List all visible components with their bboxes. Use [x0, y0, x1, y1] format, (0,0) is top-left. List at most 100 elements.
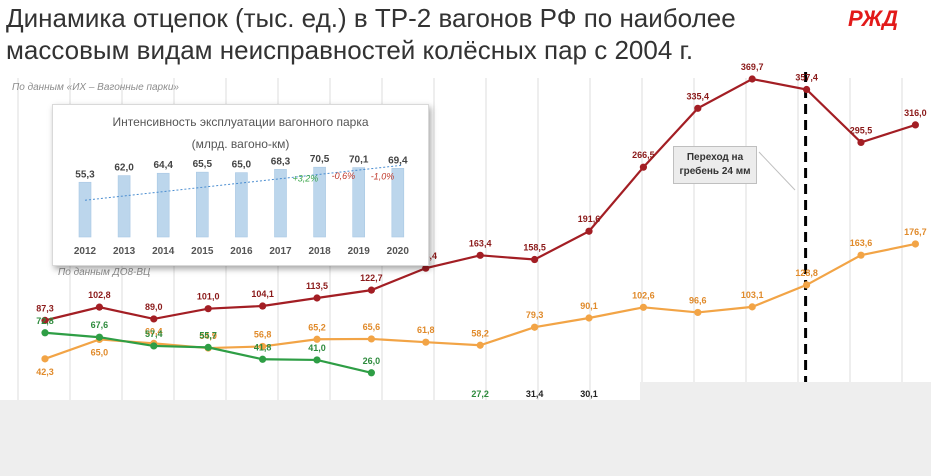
data-point — [748, 303, 756, 311]
inset-value-label: 62,0 — [114, 163, 134, 174]
data-point — [422, 264, 430, 272]
data-label: 104,1 — [251, 289, 274, 299]
inset-percent-annotation: -0,6% — [332, 171, 356, 181]
data-label: 266,5 — [632, 150, 655, 160]
chart-series — [41, 75, 920, 377]
data-point — [150, 315, 158, 323]
data-label: 191,6 — [578, 214, 601, 224]
source-note-mid: По данным ДО8-ВЦ — [58, 267, 151, 278]
data-label: 67,6 — [91, 320, 109, 330]
data-label: 90,1 — [580, 301, 598, 311]
inset-category-label: 2016 — [230, 246, 253, 257]
inset-chart-subtitle: (млрд. вагоно-км) — [191, 137, 290, 151]
inset-category-label: 2015 — [191, 246, 214, 257]
data-label: 96,6 — [689, 295, 707, 305]
data-point — [857, 251, 865, 259]
callout-line-1: Переход на — [686, 152, 744, 163]
inset-trendline — [84, 164, 402, 201]
inset-value-label: 68,3 — [271, 156, 291, 167]
inset-bar — [156, 172, 170, 238]
data-label: 56,8 — [254, 329, 272, 339]
data-label: 41,0 — [308, 343, 326, 353]
data-point — [803, 281, 811, 289]
data-label: 41,8 — [254, 342, 272, 352]
inset-bar — [78, 181, 92, 238]
data-point — [585, 314, 593, 322]
inset-value-label: 64,4 — [153, 160, 173, 171]
inset-value-label: 70,5 — [310, 154, 330, 165]
data-label: 357,4 — [795, 73, 818, 83]
data-label: 65,2 — [308, 322, 326, 332]
occluded-region-right — [640, 382, 931, 476]
callout-leader-line — [758, 151, 796, 191]
inset-value-label: 65,0 — [232, 160, 252, 171]
data-point — [531, 255, 539, 264]
inset-category-label: 2020 — [387, 246, 410, 257]
rzd-logo-icon: РЖД — [848, 6, 898, 30]
data-point — [204, 343, 212, 351]
data-point — [313, 356, 321, 364]
data-label: 65,6 — [363, 322, 381, 332]
inset-bar — [196, 171, 209, 238]
data-label: 79,3 — [526, 310, 544, 320]
data-point — [367, 335, 375, 343]
data-point — [803, 85, 811, 94]
inset-bar — [274, 169, 287, 238]
data-point — [476, 341, 484, 349]
data-point — [911, 240, 920, 248]
inset-value-label: 69,4 — [388, 155, 408, 166]
data-label: 55,7 — [199, 330, 217, 340]
data-label: 316,0 — [904, 108, 927, 118]
data-point — [367, 286, 375, 294]
inset-percent-annotation: +3,2% — [293, 173, 319, 183]
inset-chart-panel: Интенсивность эксплуатации вагонного пар… — [52, 104, 429, 266]
data-label: 54,9 — [199, 331, 217, 341]
data-label: 163,6 — [850, 238, 873, 248]
data-point — [259, 302, 267, 310]
data-point — [694, 308, 702, 317]
page-title: Динамика отцепок (тыс. ед.) в ТР-2 вагон… — [6, 3, 736, 65]
data-label: 30,1 — [580, 389, 598, 399]
inset-category-label: 2018 — [308, 246, 331, 257]
data-point — [694, 104, 702, 112]
data-label: 58,2 — [471, 328, 489, 338]
inset-value-label: 55,3 — [75, 169, 95, 180]
data-label: 87,3 — [36, 303, 54, 313]
data-label: 102,6 — [632, 290, 655, 300]
data-point — [476, 251, 484, 259]
data-point — [259, 342, 267, 351]
data-point — [204, 305, 212, 313]
data-point — [259, 355, 267, 363]
data-label: 369,7 — [741, 62, 764, 72]
data-point — [41, 329, 49, 337]
data-label: 26,0 — [363, 356, 381, 366]
data-label: 158,5 — [523, 243, 546, 253]
inset-bar — [313, 166, 326, 238]
data-point — [313, 294, 321, 302]
inset-bar — [235, 172, 248, 238]
inset-value-label: 65,5 — [193, 159, 213, 170]
data-point — [639, 303, 648, 311]
data-label: 101,0 — [197, 292, 220, 302]
inset-category-label: 2012 — [74, 246, 97, 257]
inset-bar-chart: 55,3 2012 62,0 2013 64,4 2014 65,5 2015 65,0 2016… — [74, 154, 410, 257]
data-label: 122,7 — [360, 273, 383, 283]
data-label: 335,4 — [687, 91, 710, 101]
data-label: 89,0 — [145, 302, 163, 312]
data-point — [95, 333, 103, 341]
data-label: 42,3 — [36, 367, 54, 377]
data-point — [367, 369, 375, 377]
callout-line-2: гребень 24 мм — [679, 166, 751, 177]
data-label: 102,8 — [88, 290, 111, 300]
data-label: 295,5 — [850, 125, 873, 135]
data-point — [313, 335, 321, 343]
data-point — [911, 121, 920, 129]
data-label: 72,8 — [36, 316, 54, 326]
logo-text: РЖД — [848, 6, 898, 30]
inset-bar — [391, 167, 405, 238]
inset-chart-title: Интенсивность эксплуатации вагонного пар… — [112, 115, 369, 129]
data-point — [422, 338, 430, 346]
inset-value-label: 70,1 — [349, 155, 369, 166]
data-label: 113,5 — [306, 281, 328, 291]
data-label: 31,4 — [526, 389, 544, 399]
